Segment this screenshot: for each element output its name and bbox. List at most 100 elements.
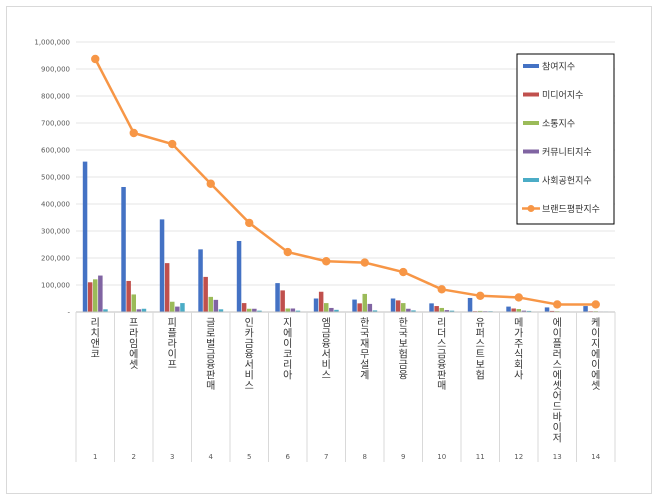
category-label-char: 융 xyxy=(322,338,331,350)
category-label-char: 프 xyxy=(129,318,138,329)
bar xyxy=(198,249,203,312)
category-label-char: 엠 xyxy=(322,317,331,329)
category-label-char: 지 xyxy=(591,338,600,350)
category-label-char: 재 xyxy=(360,338,369,350)
bar xyxy=(516,309,521,312)
bar xyxy=(175,306,180,312)
y-tick-label: 400,000 xyxy=(41,201,70,209)
legend-swatch xyxy=(523,121,539,125)
category-label-char: 한 xyxy=(360,317,369,329)
category-index: 1 xyxy=(93,453,97,461)
category-label-char: 국 xyxy=(399,328,408,340)
bar xyxy=(218,309,224,312)
bar xyxy=(511,308,516,312)
category-label-char: 어 xyxy=(553,391,562,403)
series-line xyxy=(94,58,596,306)
bar-series xyxy=(82,161,609,312)
bar xyxy=(126,280,131,312)
bar xyxy=(257,310,262,312)
bar xyxy=(275,283,280,312)
bar xyxy=(98,275,103,312)
bar xyxy=(247,308,252,312)
legend-label: 브랜드평판지수 xyxy=(542,204,600,215)
category-label-char: 비 xyxy=(322,359,331,371)
legend-swatch xyxy=(523,92,539,97)
category-label-char: 리 xyxy=(283,359,292,371)
category-label-char: 에 xyxy=(129,349,138,361)
category-index: 2 xyxy=(132,453,136,461)
line-point xyxy=(283,247,292,257)
y-axis-tick-labels: - 100,000 200,000 300,000 400,000 500,000 600,… xyxy=(34,39,70,317)
category-label-char: 이 xyxy=(283,338,292,350)
bar xyxy=(203,276,208,312)
legend-swatch xyxy=(523,178,539,182)
bar xyxy=(411,310,416,312)
category-label-char: 글 xyxy=(206,317,215,329)
category-label-char: 피 xyxy=(168,317,177,329)
bar xyxy=(318,291,324,312)
category-label-char: 에 xyxy=(553,370,562,382)
line-point xyxy=(245,218,254,228)
category-label-char: 리 xyxy=(91,317,100,329)
category-label-char: 바 xyxy=(553,412,562,424)
bar xyxy=(357,303,362,312)
bar xyxy=(406,308,411,312)
category-label-char: 금 xyxy=(245,338,254,350)
category-label-char: 더 xyxy=(437,328,446,340)
line-point xyxy=(129,128,138,138)
line-point xyxy=(514,293,523,302)
category-label-char: 판 xyxy=(206,370,215,382)
category-label-char: 스 xyxy=(476,338,485,350)
category-label-char: 융 xyxy=(437,359,446,371)
category-label-char: 에 xyxy=(591,349,600,361)
bar xyxy=(159,219,165,312)
category-label-char: 스 xyxy=(437,338,446,350)
category-index: 9 xyxy=(401,453,405,461)
category-label-char: 설 xyxy=(360,359,369,371)
category-index: 11 xyxy=(476,453,485,461)
bar xyxy=(285,308,290,312)
bar xyxy=(103,309,108,312)
category-label-char: 서 xyxy=(245,359,254,371)
category-label-char: 아 xyxy=(283,370,292,382)
category-label-char: 이 xyxy=(553,422,562,434)
line-point xyxy=(360,258,369,267)
category-label-char: 보 xyxy=(476,359,485,371)
category-label-char: 프 xyxy=(168,360,177,371)
y-tick-label: 800,000 xyxy=(41,93,70,101)
y-tick-label: - xyxy=(67,309,70,317)
bar xyxy=(467,297,473,312)
bar xyxy=(434,306,439,312)
category-label-char: 로 xyxy=(206,329,215,340)
bar xyxy=(82,161,88,312)
category-label-char: 플 xyxy=(553,338,562,350)
bar xyxy=(334,309,339,312)
category-label-char: 퍼 xyxy=(476,328,485,340)
category-label-char: 이 xyxy=(553,328,562,340)
line-series xyxy=(91,54,600,309)
category-index: 3 xyxy=(170,453,174,461)
bar xyxy=(324,303,329,312)
y-tick-label: 700,000 xyxy=(41,120,70,128)
category-label-char: 에 xyxy=(591,370,600,382)
line-point xyxy=(437,285,446,294)
y-tick-label: 100,000 xyxy=(41,282,70,290)
category-label-char: 저 xyxy=(553,433,562,445)
category-index: 14 xyxy=(591,453,600,461)
bar xyxy=(583,306,588,312)
bar xyxy=(549,310,555,312)
category-label-char: 에 xyxy=(283,328,292,340)
category-label-char: 스 xyxy=(553,359,562,371)
category-index: 6 xyxy=(286,453,291,461)
category-label-char: 지 xyxy=(283,317,292,329)
category-label-char: 험 xyxy=(476,370,485,382)
bar xyxy=(121,186,126,312)
category-label-char: 주 xyxy=(514,339,523,350)
bar xyxy=(164,263,170,312)
